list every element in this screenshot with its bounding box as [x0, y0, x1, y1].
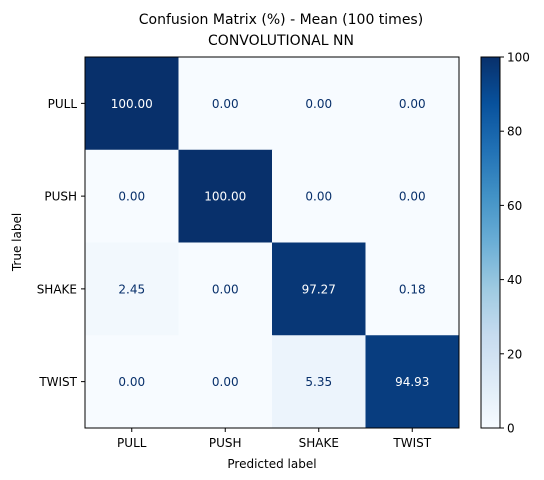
x-tick-label: PULL [117, 436, 147, 450]
matrix-cell-2-1 [178, 242, 273, 336]
matrix-cell-0-3 [365, 57, 460, 151]
x-tick-label: PUSH [209, 436, 242, 450]
y-tick-label: TWIST [38, 375, 77, 389]
matrix-cell-1-0 [85, 149, 179, 243]
y-axis-ticks: PULL PUSH SHAKE TWIST [37, 97, 85, 389]
matrix-cell-1-1 [178, 149, 273, 243]
matrix-cell-2-3 [365, 242, 460, 336]
cell-value-label-3-3: 94.93 [395, 375, 429, 389]
cell-value-label-0-1: 0.00 [212, 97, 239, 111]
matrix-cell-3-2 [272, 335, 366, 429]
colorbar-ticks: 0 20 40 60 80 100 [500, 51, 530, 436]
colorbar-tick-label: 40 [507, 273, 522, 287]
matrix-cell-1-2 [272, 149, 366, 243]
y-tick-label: PUSH [44, 190, 77, 204]
matrix-cell-0-2 [272, 57, 366, 151]
cell-value-label-3-0: 0.00 [118, 375, 145, 389]
cell-value-label-2-3: 0.18 [399, 282, 426, 296]
matrix-cell-2-2 [272, 242, 366, 336]
cell-value-label-0-2: 0.00 [305, 97, 332, 111]
cell-value-label-0-0: 100.00 [111, 97, 153, 111]
matrix-frame [84, 56, 460, 429]
matrix-cell-3-1 [178, 335, 273, 429]
y-axis-label: True label [10, 213, 24, 272]
cell-value-label-2-0: 2.45 [118, 282, 145, 296]
cell-value-label-1-3: 0.00 [399, 190, 426, 204]
x-tick-label: TWIST [392, 436, 431, 450]
x-axis-label: Predicted label [227, 457, 316, 471]
matrix-value-labels: 100.00 0.00 0.00 0.00 0.00 100.00 0.00 0.00 2.45… [111, 97, 430, 389]
colorbar-tick-label: 60 [507, 199, 522, 213]
matrix-cell-3-3 [365, 335, 460, 429]
colorbar-tick-label: 0 [507, 422, 515, 436]
matrix-cell-0-1 [178, 57, 273, 151]
matrix-cell-1-3 [365, 149, 460, 243]
matrix-cell-0-0 [85, 57, 179, 151]
cell-value-label-1-1: 100.00 [204, 190, 246, 204]
cell-value-label-3-1: 0.00 [212, 375, 239, 389]
cell-value-label-1-0: 0.00 [118, 190, 145, 204]
cell-value-label-1-2: 0.00 [305, 190, 332, 204]
colorbar-tick-label: 100 [507, 51, 530, 65]
cell-value-label-0-3: 0.00 [399, 97, 426, 111]
chart-title: Confusion Matrix (%) - Mean (100 times) [139, 12, 423, 28]
colorbar [480, 56, 501, 429]
x-axis-ticks: PULL PUSH SHAKE TWIST [117, 428, 432, 450]
cell-value-label-3-2: 5.35 [305, 375, 332, 389]
matrix-cell-2-0 [85, 242, 179, 336]
colorbar-tick-label: 80 [507, 125, 522, 139]
cell-value-label-2-1: 0.00 [212, 282, 239, 296]
chart-subtitle: CONVOLUTIONAL NN [208, 33, 354, 49]
cell-value-label-2-2: 97.27 [302, 282, 336, 296]
colorbar-tick-label: 20 [507, 347, 522, 361]
y-tick-label: SHAKE [37, 282, 77, 296]
matrix-cell-3-0 [85, 335, 179, 429]
x-tick-label: SHAKE [299, 436, 339, 450]
matrix-cells [85, 57, 460, 429]
y-tick-label: PULL [48, 97, 78, 111]
